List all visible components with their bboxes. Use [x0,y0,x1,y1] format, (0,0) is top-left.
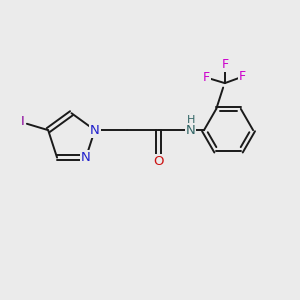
Text: F: F [239,70,246,83]
Text: I: I [21,115,24,128]
Text: N: N [81,151,91,164]
Text: H: H [187,115,195,125]
Text: N: N [186,124,195,136]
Text: F: F [203,70,210,83]
Text: N: N [90,124,100,136]
Text: F: F [221,58,228,71]
Text: O: O [153,155,164,168]
